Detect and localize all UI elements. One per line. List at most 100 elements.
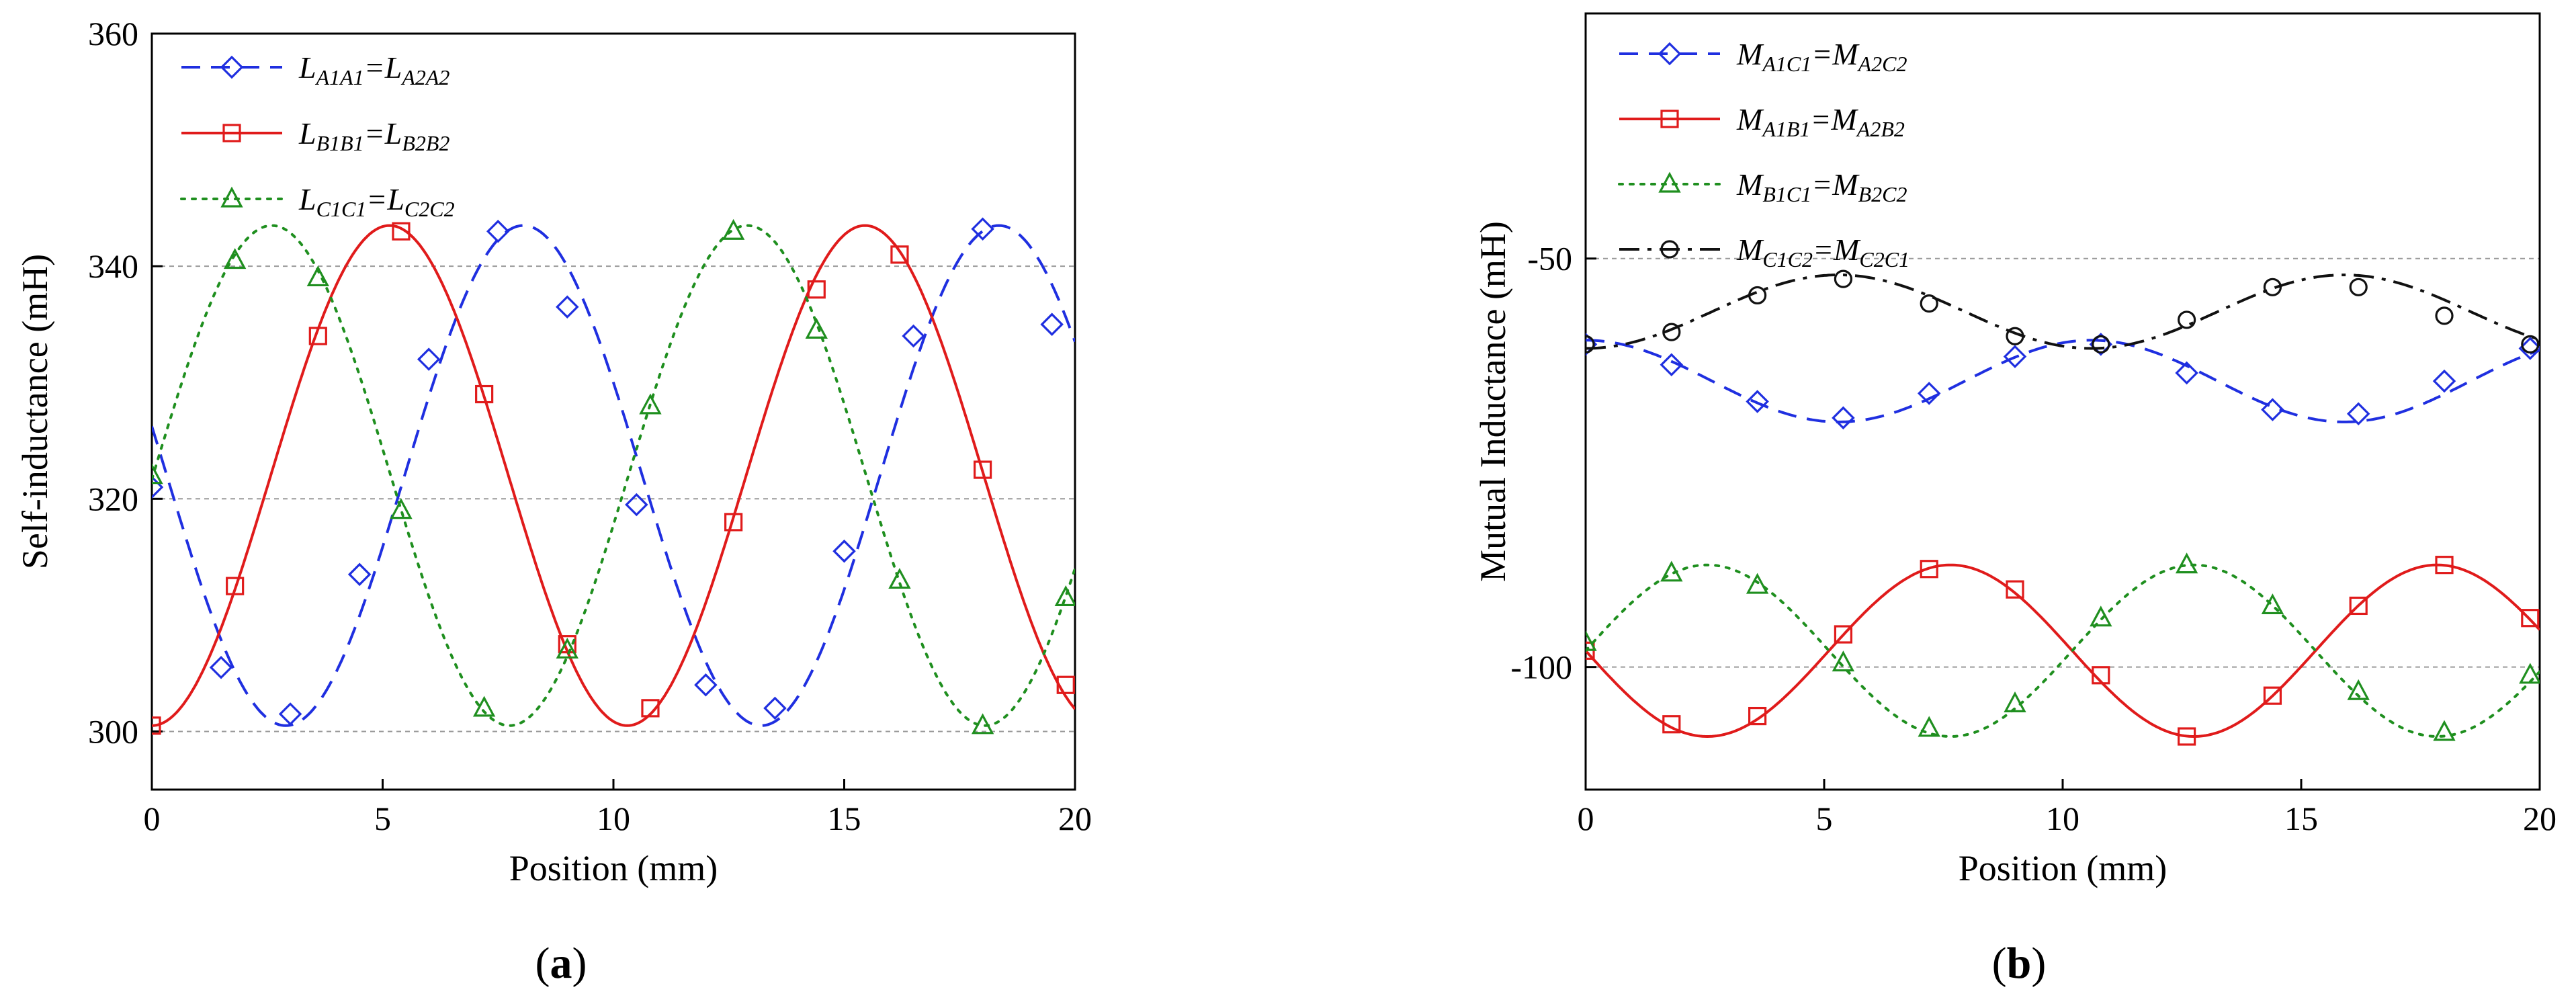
data-point: [1746, 573, 1769, 594]
series-1: [152, 217, 1075, 727]
legend-entry: MA1C1=MA2C2: [1736, 37, 1907, 76]
legend: MA1C1=MA2C2MA1B1=MA2B2MB1C1=MB2C2MC1C2=M…: [1618, 37, 1909, 271]
data-point: [1660, 560, 1683, 582]
data-point: [278, 702, 302, 726]
legend-text-part: M: [1736, 233, 1764, 267]
data-point: [2518, 337, 2540, 360]
series-3: [1586, 552, 2540, 741]
panel-label-paren: ): [572, 939, 587, 988]
data-point: [226, 577, 245, 595]
legend-marker: [1660, 110, 1679, 128]
data-point: [2347, 679, 2370, 700]
data-point: [2092, 335, 2110, 353]
data-point: [2092, 666, 2110, 685]
legend-text-part: A1B1: [1761, 117, 1810, 141]
data-point: [1834, 625, 1852, 644]
legend-marker: [220, 55, 244, 79]
legend-marker: [222, 124, 241, 142]
data-point: [392, 222, 411, 241]
panel-label-paren: ): [2031, 939, 2046, 988]
data-point: [1586, 335, 1595, 353]
data-point: [2004, 691, 2026, 712]
legend-text-part: A1C1: [1761, 52, 1811, 76]
data-point: [2349, 278, 2368, 296]
data-point: [1040, 312, 1064, 336]
data-point: [2435, 556, 2454, 575]
legend-text-part: B1C1: [1762, 182, 1811, 206]
data-point: [2261, 593, 2284, 615]
legend-text-part: M: [1736, 102, 1764, 136]
x-tick-label: 20: [1058, 800, 1092, 837]
x-tick-label: 5: [1816, 800, 1833, 837]
data-point: [390, 498, 413, 519]
data-point: [888, 568, 911, 589]
data-point: [2090, 605, 2112, 627]
data-point: [2346, 402, 2370, 425]
data-point: [807, 280, 826, 299]
data-point: [2433, 720, 2456, 741]
y-axis-title: Mutual Inductance (mH): [1473, 221, 1513, 582]
x-tick-label: 15: [828, 800, 861, 837]
legend-text-part: M: [1736, 37, 1764, 71]
panel-label-paren: (: [535, 939, 550, 988]
data-point: [1748, 286, 1767, 305]
y-tick-label: 340: [88, 247, 138, 285]
panel-label: (b): [1992, 939, 2047, 988]
data-point: [971, 713, 994, 734]
data-point: [971, 217, 994, 241]
legend-text-part: B1B1: [316, 131, 364, 155]
legend-text-part: C2C2: [404, 197, 455, 221]
data-point: [639, 393, 662, 415]
legend-entry: LB1B1=LB2B2: [298, 116, 449, 155]
data-point: [2178, 727, 2196, 746]
data-point: [2175, 361, 2198, 385]
data-point: [1662, 715, 1681, 734]
legend-text-part: =L: [364, 50, 402, 85]
legend-text-part: C2C1: [1859, 247, 1909, 271]
data-point: [472, 696, 496, 717]
legend-text-part: A2A2: [400, 65, 449, 89]
x-axis-title: Position (mm): [509, 848, 718, 888]
legend-entry: MB1C1=MB2C2: [1736, 167, 1907, 206]
series-line: [1586, 563, 2540, 739]
x-tick-label: 0: [1578, 800, 1594, 837]
data-point: [902, 324, 925, 348]
data-point: [306, 265, 329, 287]
series-line: [1586, 563, 2540, 739]
data-point: [1920, 294, 1938, 313]
data-point: [763, 696, 787, 720]
data-point: [805, 317, 828, 339]
data-point: [556, 295, 579, 319]
data-point: [1834, 269, 1852, 288]
data-point: [1920, 560, 1938, 579]
legend-text-part: =L: [366, 182, 404, 216]
series-1: [1586, 333, 2540, 430]
data-point: [556, 637, 578, 659]
legend-text-part: C1C1: [316, 197, 367, 221]
legend-entry: MC1C2=MC2C1: [1736, 233, 1909, 271]
legend-text-part: =M: [1810, 102, 1858, 136]
legend-text-part: L: [298, 50, 316, 85]
panel-label-paren: (: [1992, 939, 2007, 988]
legend-text-part: =M: [1811, 37, 1860, 71]
data-point: [973, 460, 992, 479]
data-point: [1586, 630, 1597, 651]
y-tick-label: 320: [88, 480, 138, 517]
legend-text-part: A2B2: [1856, 117, 1905, 141]
data-point: [486, 219, 510, 243]
data-point: [890, 245, 909, 264]
data-point: [1054, 585, 1075, 607]
legend-marker: [220, 186, 243, 208]
data-point: [308, 327, 327, 345]
data-point: [1660, 353, 1684, 377]
data-point: [2006, 327, 2024, 345]
y-tick-label: -50: [1527, 240, 1572, 278]
legend-text-part: B2B2: [402, 131, 449, 155]
legend-entry: MA1B1=MA2B2: [1736, 102, 1905, 141]
data-point: [558, 635, 576, 654]
panel-label-letter: a: [550, 939, 572, 988]
legend-entry: LC1C1=LC2C2: [298, 182, 455, 221]
legend-marker: [1658, 171, 1681, 193]
